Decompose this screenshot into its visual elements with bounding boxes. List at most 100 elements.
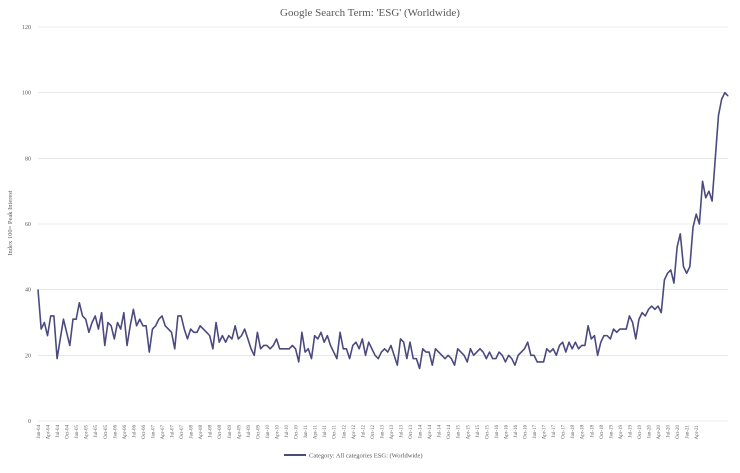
data-point: [225, 341, 227, 343]
data-point: [253, 354, 255, 356]
x-tick-label: Oct-14: [447, 425, 452, 439]
data-point: [310, 358, 312, 360]
x-tick-label: Oct-16: [523, 425, 528, 439]
data-point: [689, 266, 691, 268]
data-point: [136, 325, 138, 327]
x-tick-label: Jan-12: [342, 425, 347, 439]
data-point: [202, 328, 204, 330]
data-point: [374, 354, 376, 356]
x-tick-label: Jan-07: [151, 425, 156, 439]
x-tick-label: Jul-08: [209, 425, 214, 438]
data-point: [428, 351, 430, 353]
data-point: [317, 338, 319, 340]
data-point: [314, 335, 316, 337]
data-point: [260, 348, 262, 350]
data-point: [352, 344, 354, 346]
data-point: [590, 338, 592, 340]
x-tick-label: Jul-19: [628, 425, 633, 438]
data-point: [126, 344, 128, 346]
data-point: [342, 348, 344, 350]
data-point: [714, 157, 716, 159]
series-line: [37, 91, 729, 370]
data-point: [498, 351, 500, 353]
data-point: [546, 348, 548, 350]
data-point: [269, 348, 271, 350]
x-tick-label: Apr-13: [390, 425, 395, 440]
gridlines: [38, 26, 728, 422]
x-tick-label: Apr-16: [504, 425, 509, 440]
data-point: [447, 354, 449, 356]
data-point: [183, 328, 185, 330]
data-point: [241, 335, 243, 337]
data-point: [215, 322, 217, 323]
data-point: [78, 302, 80, 304]
data-point: [167, 328, 169, 330]
data-point: [272, 344, 274, 346]
data-point: [110, 325, 112, 327]
x-tick-label: Jan-18: [571, 425, 576, 439]
x-tick-label: Jan-16: [495, 425, 500, 439]
data-point: [88, 331, 90, 333]
x-tick-label: Jan-14: [419, 425, 424, 439]
x-tick-label: Apr-12: [352, 425, 357, 440]
data-point: [651, 305, 653, 307]
data-point: [523, 348, 525, 350]
data-point: [654, 308, 656, 310]
x-tick-label: Jan-21: [686, 425, 691, 439]
y-axis-ticks: 0 20 40 60 80 100 120: [22, 25, 31, 425]
data-point: [387, 351, 389, 353]
data-point: [56, 358, 58, 360]
data-point: [613, 328, 615, 330]
data-point: [482, 351, 484, 353]
data-point: [520, 351, 522, 353]
data-point: [644, 315, 646, 317]
data-point: [288, 348, 290, 350]
data-point: [107, 322, 109, 323]
data-point: [161, 315, 163, 317]
data-point: [558, 344, 560, 346]
data-point: [606, 335, 608, 337]
data-point: [466, 361, 468, 363]
data-point: [66, 331, 68, 333]
x-tick-label: Apr-10: [275, 425, 280, 440]
data-point: [228, 335, 230, 337]
x-tick-label: Apr-17: [543, 425, 548, 440]
data-point: [530, 354, 532, 356]
y-tick-label: 80: [25, 156, 31, 162]
data-point: [291, 344, 293, 346]
x-tick-label: Jan-20: [648, 425, 653, 439]
data-point: [581, 344, 583, 346]
x-tick-label: Oct-19: [638, 425, 643, 439]
x-tick-label: Jan-08: [190, 425, 195, 439]
data-point: [476, 351, 478, 353]
data-point: [489, 351, 491, 353]
data-point: [247, 338, 249, 340]
data-point: [301, 331, 303, 333]
data-point: [555, 354, 557, 356]
data-point: [190, 328, 192, 330]
data-point: [171, 331, 173, 333]
data-point: [345, 348, 347, 350]
x-tick-label: Jul-18: [590, 425, 595, 438]
data-point: [97, 328, 99, 330]
x-tick-label: Apr-21: [695, 425, 700, 440]
data-point: [256, 331, 258, 333]
data-point: [415, 358, 417, 360]
x-tick-label: Oct-07: [180, 425, 185, 439]
data-point: [708, 190, 710, 192]
data-point: [698, 223, 700, 225]
data-point: [180, 315, 182, 317]
data-point: [625, 328, 627, 330]
data-point: [511, 358, 513, 360]
x-tick-label: Jul-11: [323, 425, 328, 438]
data-point: [177, 315, 179, 317]
data-point: [663, 279, 665, 281]
data-point: [628, 315, 630, 317]
y-axis-label: Index 100= Peak Interest: [7, 190, 14, 255]
x-tick-label: Jan-13: [380, 425, 385, 439]
data-point: [422, 348, 424, 350]
data-point: [670, 269, 672, 271]
data-point: [104, 344, 106, 346]
data-point: [333, 351, 335, 353]
